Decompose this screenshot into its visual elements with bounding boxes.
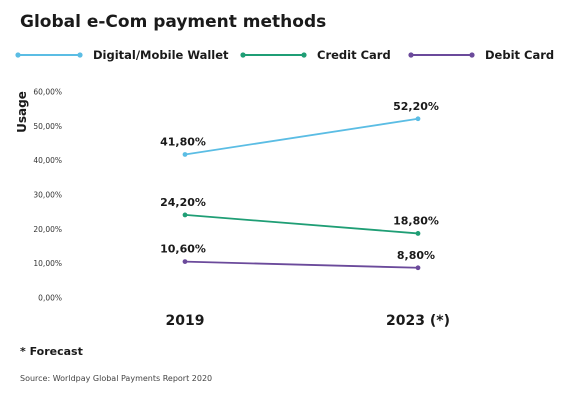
series-line-2 [184,260,419,269]
y-tick-label: 30,00% [33,191,62,200]
data-label: 10,60% [160,243,206,256]
y-tick-label: 60,00% [33,88,62,97]
legend-label-0: Digital/Mobile Wallet [93,48,229,62]
y-tick-label: 20,00% [33,225,62,234]
legend-label-1: Credit Card [317,48,391,62]
y-tick-label: 0,00% [38,294,62,303]
data-label: 24,20% [160,196,206,209]
x-tick-label: 2023 (*) [386,313,450,329]
data-label: 52,20% [393,100,439,113]
data-label: 8,80% [397,249,435,262]
y-tick-label: 40,00% [33,156,62,165]
series-line-1 [184,214,419,235]
y-axis-label: Usage [15,91,29,133]
data-point [415,231,421,236]
footnote: * Forecast [20,345,83,358]
data-point [415,265,421,271]
legend-label-2: Debit Card [485,48,554,62]
series-lines [182,116,421,271]
legend-marker-end-0 [77,52,83,58]
series-line-0 [184,117,419,156]
legend-marker-start-1 [240,52,246,58]
chart-title: Global e-Com payment methods [20,12,326,32]
x-axis-ticks: 2019 2023 (*) [166,313,450,329]
data-label: 18,80% [393,214,439,227]
legend-marker-start-0 [15,52,21,58]
data-point [182,259,188,265]
data-label: 41,80% [160,135,206,148]
x-tick-label: 2019 [166,313,205,329]
data-point [182,152,188,157]
legend-marker-start-2 [408,52,414,58]
y-tick-label: 10,00% [33,259,62,268]
y-axis-ticks: 0,00% 10,00% 20,00% 30,00% 40,00% 50,00% 60,00… [33,88,62,303]
data-point [415,116,421,122]
data-point [182,212,188,218]
legend-marker-end-2 [469,52,475,58]
legend-marker-end-1 [301,52,307,58]
data-labels: 41,80% 52,20% 24,20% 18,80% 10,60% 8,80% [160,100,439,262]
y-tick-label: 50,00% [33,122,62,131]
legend: Digital/Mobile Wallet Credit Card Debit Ca… [15,48,554,62]
source-note: Source: Worldpay Global Payments Report … [20,374,212,383]
